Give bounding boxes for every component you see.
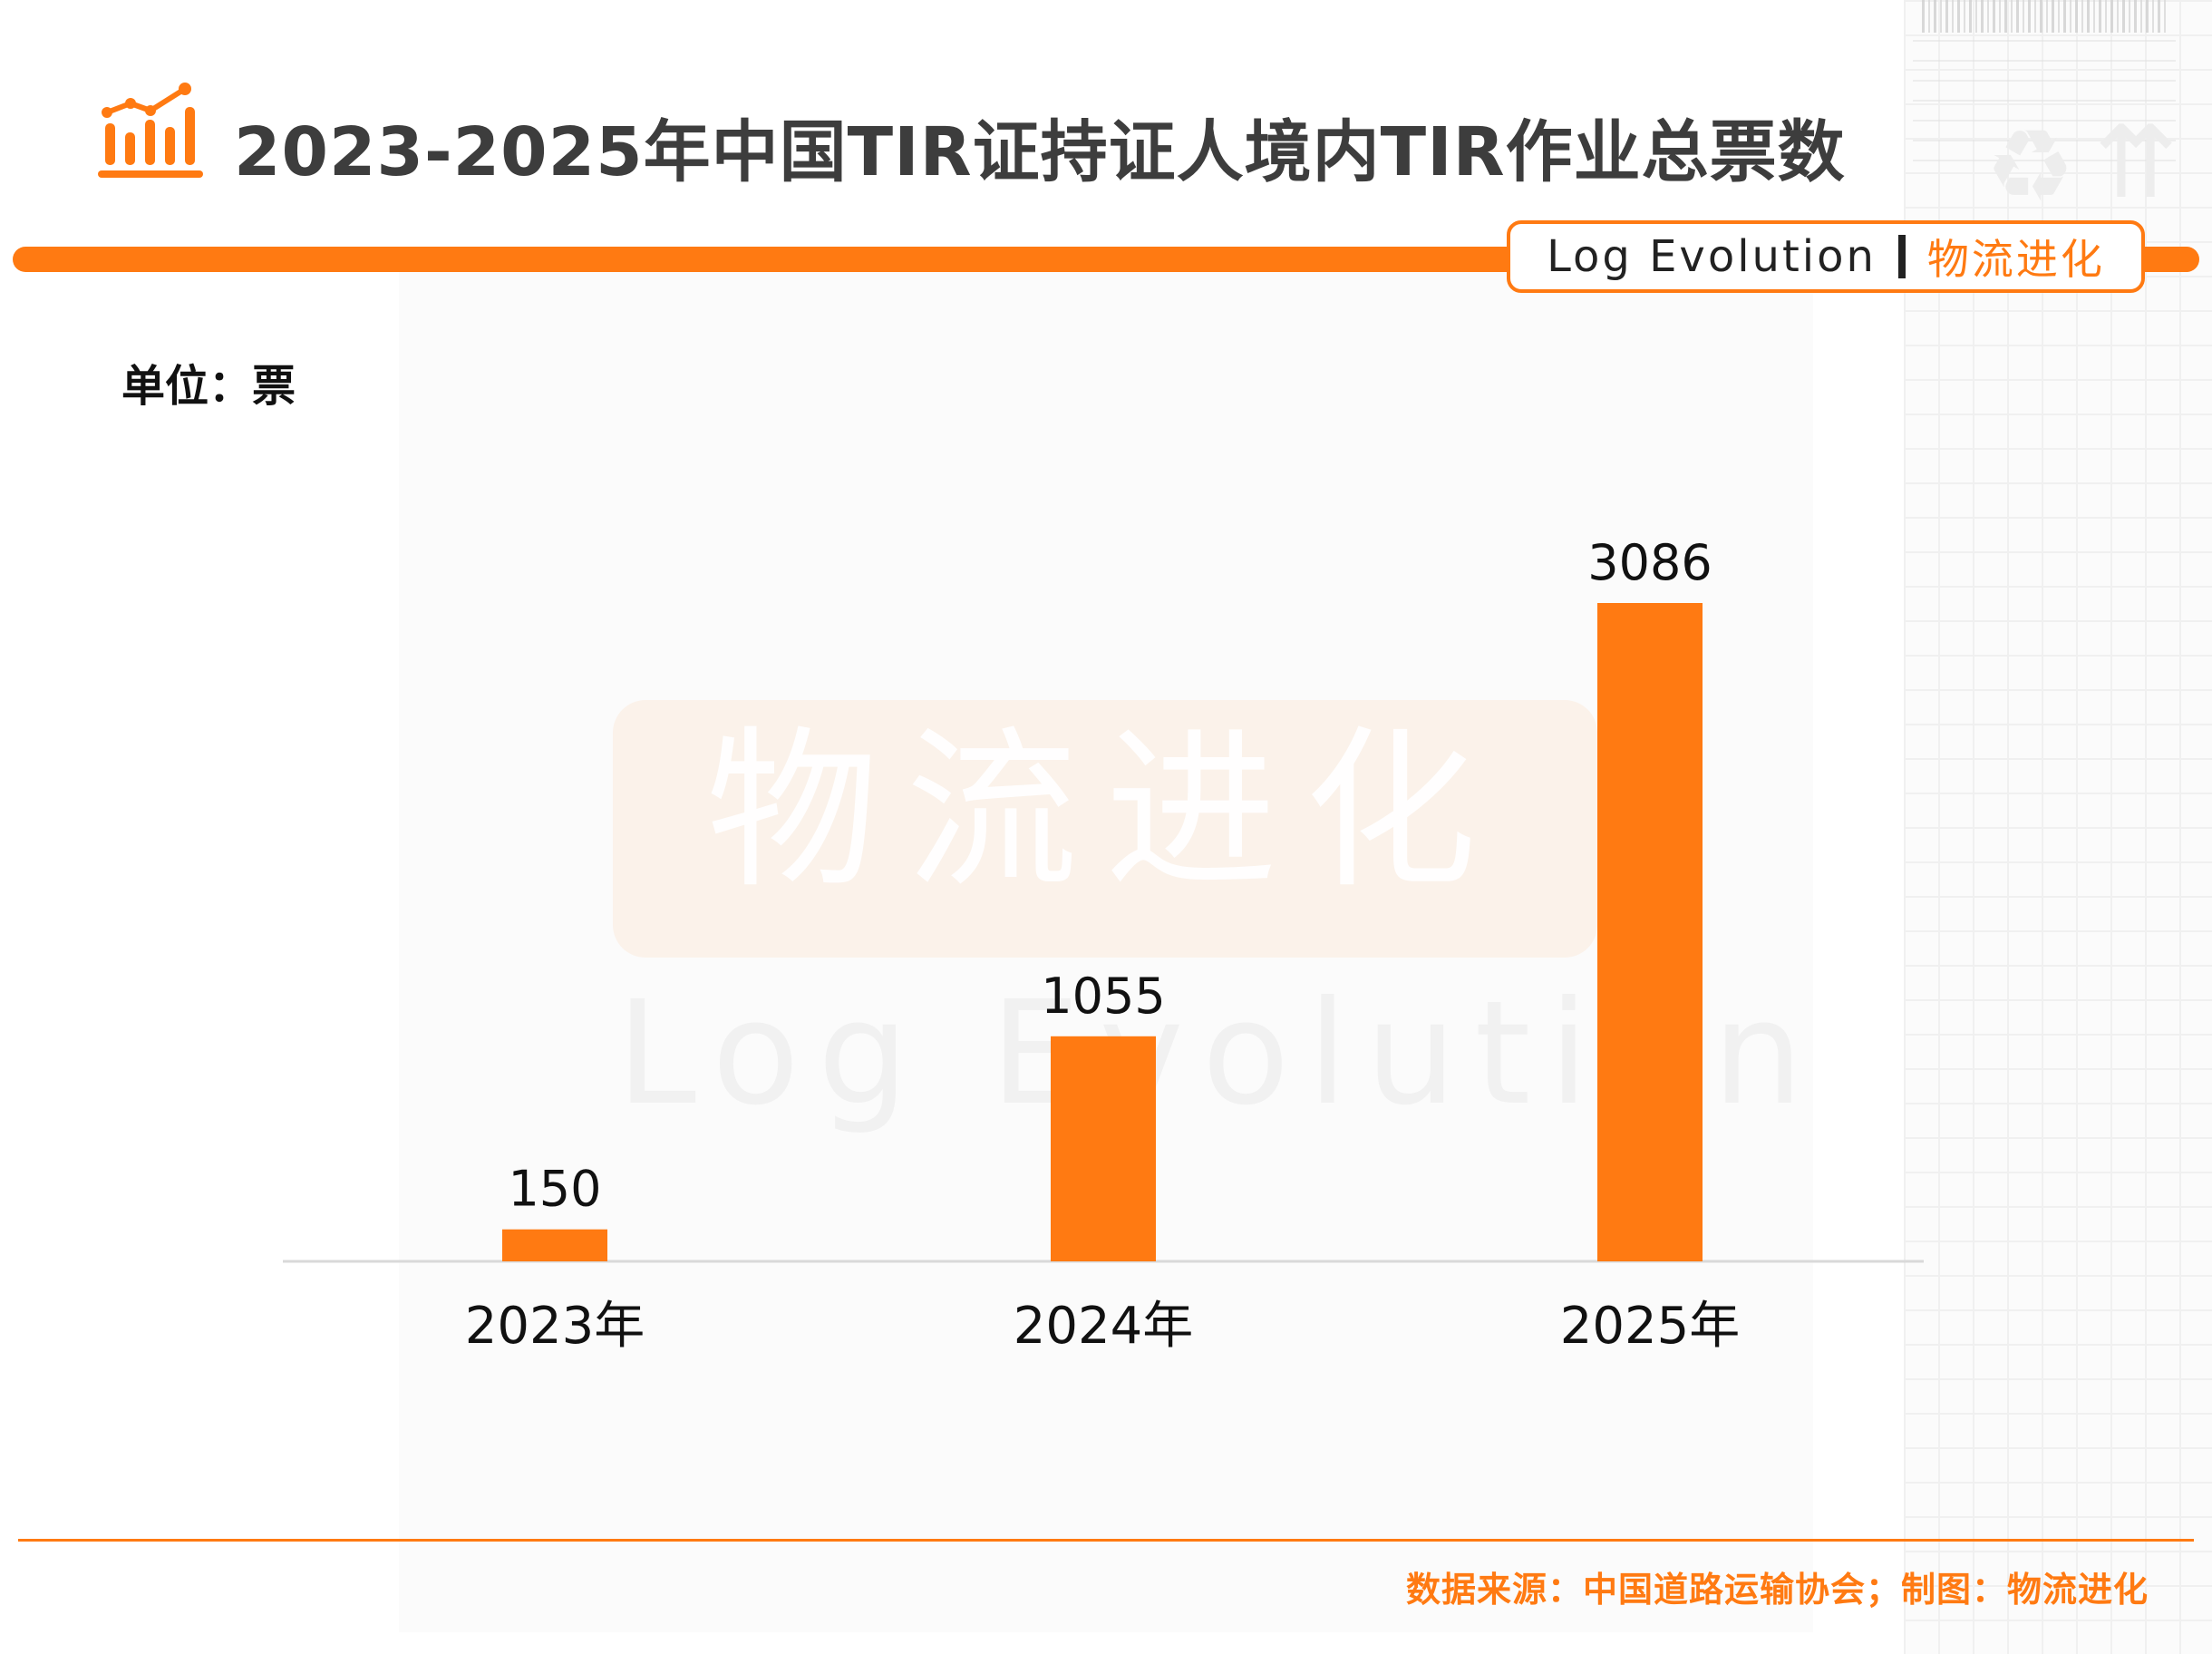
bar-value-label-2: 1055 — [1041, 968, 1165, 1025]
bar-3 — [1597, 603, 1703, 1261]
bars-group: 150 2023年 1055 2024年 3086 2025年 — [465, 534, 1741, 1356]
x-tick-label-2: 2024年 — [1014, 1297, 1194, 1356]
footer-rule — [18, 1539, 2194, 1542]
x-tick-label-1: 2023年 — [465, 1297, 645, 1356]
brand-name-cn: 物流进化 — [1926, 235, 2105, 284]
bar-value-label-3: 3086 — [1587, 534, 1712, 591]
unit-label: 单位：票 — [121, 361, 296, 412]
brand-name-en: Log Evolution — [1547, 231, 1877, 282]
watermark-cn: 物流进化 — [705, 711, 1504, 911]
recycle-icon: ♻ — [1985, 108, 2075, 224]
x-tick-label-3: 2025年 — [1560, 1297, 1741, 1356]
bar-value-label-1: 150 — [508, 1161, 601, 1218]
watermark-box — [613, 700, 1597, 958]
bar-1 — [502, 1229, 607, 1261]
page-title: 2023-2025年中国TIR证持证人境内TIR作业总票数 — [234, 113, 1846, 191]
plot-background — [399, 272, 1813, 1632]
bar-chart: 150 2023年 1055 2024年 3086 2025年 — [283, 534, 1924, 1356]
source-note: 数据来源：中国道路运输协会；制图：物流进化 — [1405, 1570, 2149, 1610]
form-lines-decoration — [1913, 40, 2176, 167]
this-side-up-icon: ⇈ — [2094, 104, 2178, 220]
brand-separator — [1897, 235, 1906, 278]
brand-badge: Log Evolution 物流进化 — [1507, 220, 2145, 293]
bar-2 — [1051, 1036, 1156, 1261]
barcode-decoration — [1922, 0, 2167, 33]
bar-chart-trend-icon — [98, 83, 203, 178]
